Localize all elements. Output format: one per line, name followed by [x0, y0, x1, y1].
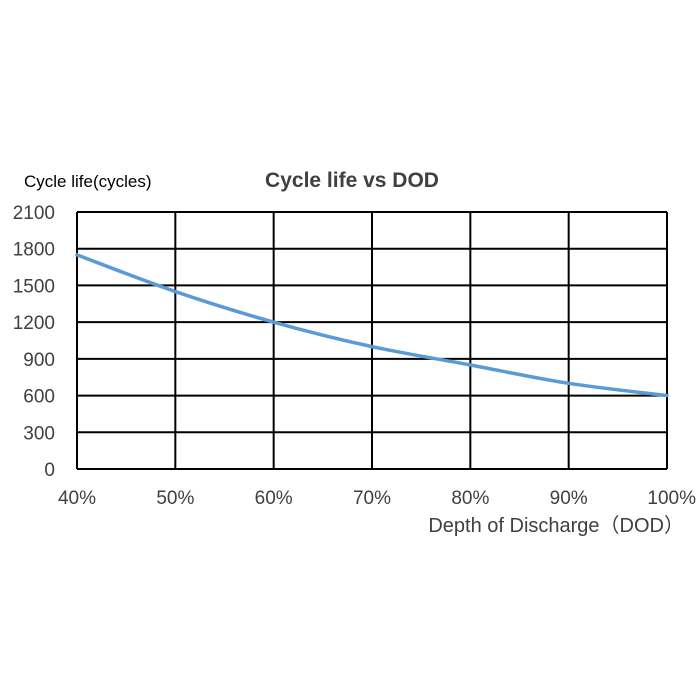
- x-tick-label: 50%: [156, 488, 194, 509]
- x-tick-label: 60%: [255, 488, 293, 509]
- series-layer: [75, 253, 669, 398]
- x-axis-label: Depth of Discharge（DOD）: [428, 514, 684, 537]
- y-tick-label: 0: [44, 460, 55, 481]
- chart-title: Cycle life vs DOD: [265, 169, 439, 192]
- x-tick-label: 40%: [58, 488, 96, 509]
- y-tick-label: 900: [23, 350, 55, 371]
- x-tick-label: 100%: [647, 488, 696, 509]
- y-axis-label: Cycle life(cycles): [24, 172, 152, 191]
- y-tick-label: 1200: [13, 313, 55, 334]
- cycle-life-series-line: [75, 253, 669, 398]
- tick-labels: 0 300 600 900 1200 1500 1800 2100 40% 50% 60% 70% 80…: [13, 203, 696, 509]
- y-tick-label: 300: [23, 423, 55, 444]
- x-tick-label: 90%: [550, 488, 588, 509]
- y-tick-label: 1500: [13, 276, 55, 297]
- y-tick-label: 1800: [13, 240, 55, 261]
- x-tick-label: 70%: [353, 488, 391, 509]
- y-tick-label: 2100: [13, 203, 55, 224]
- x-tick-label: 80%: [451, 488, 489, 509]
- grid-lines: [76, 211, 668, 470]
- y-tick-label: 600: [23, 387, 55, 408]
